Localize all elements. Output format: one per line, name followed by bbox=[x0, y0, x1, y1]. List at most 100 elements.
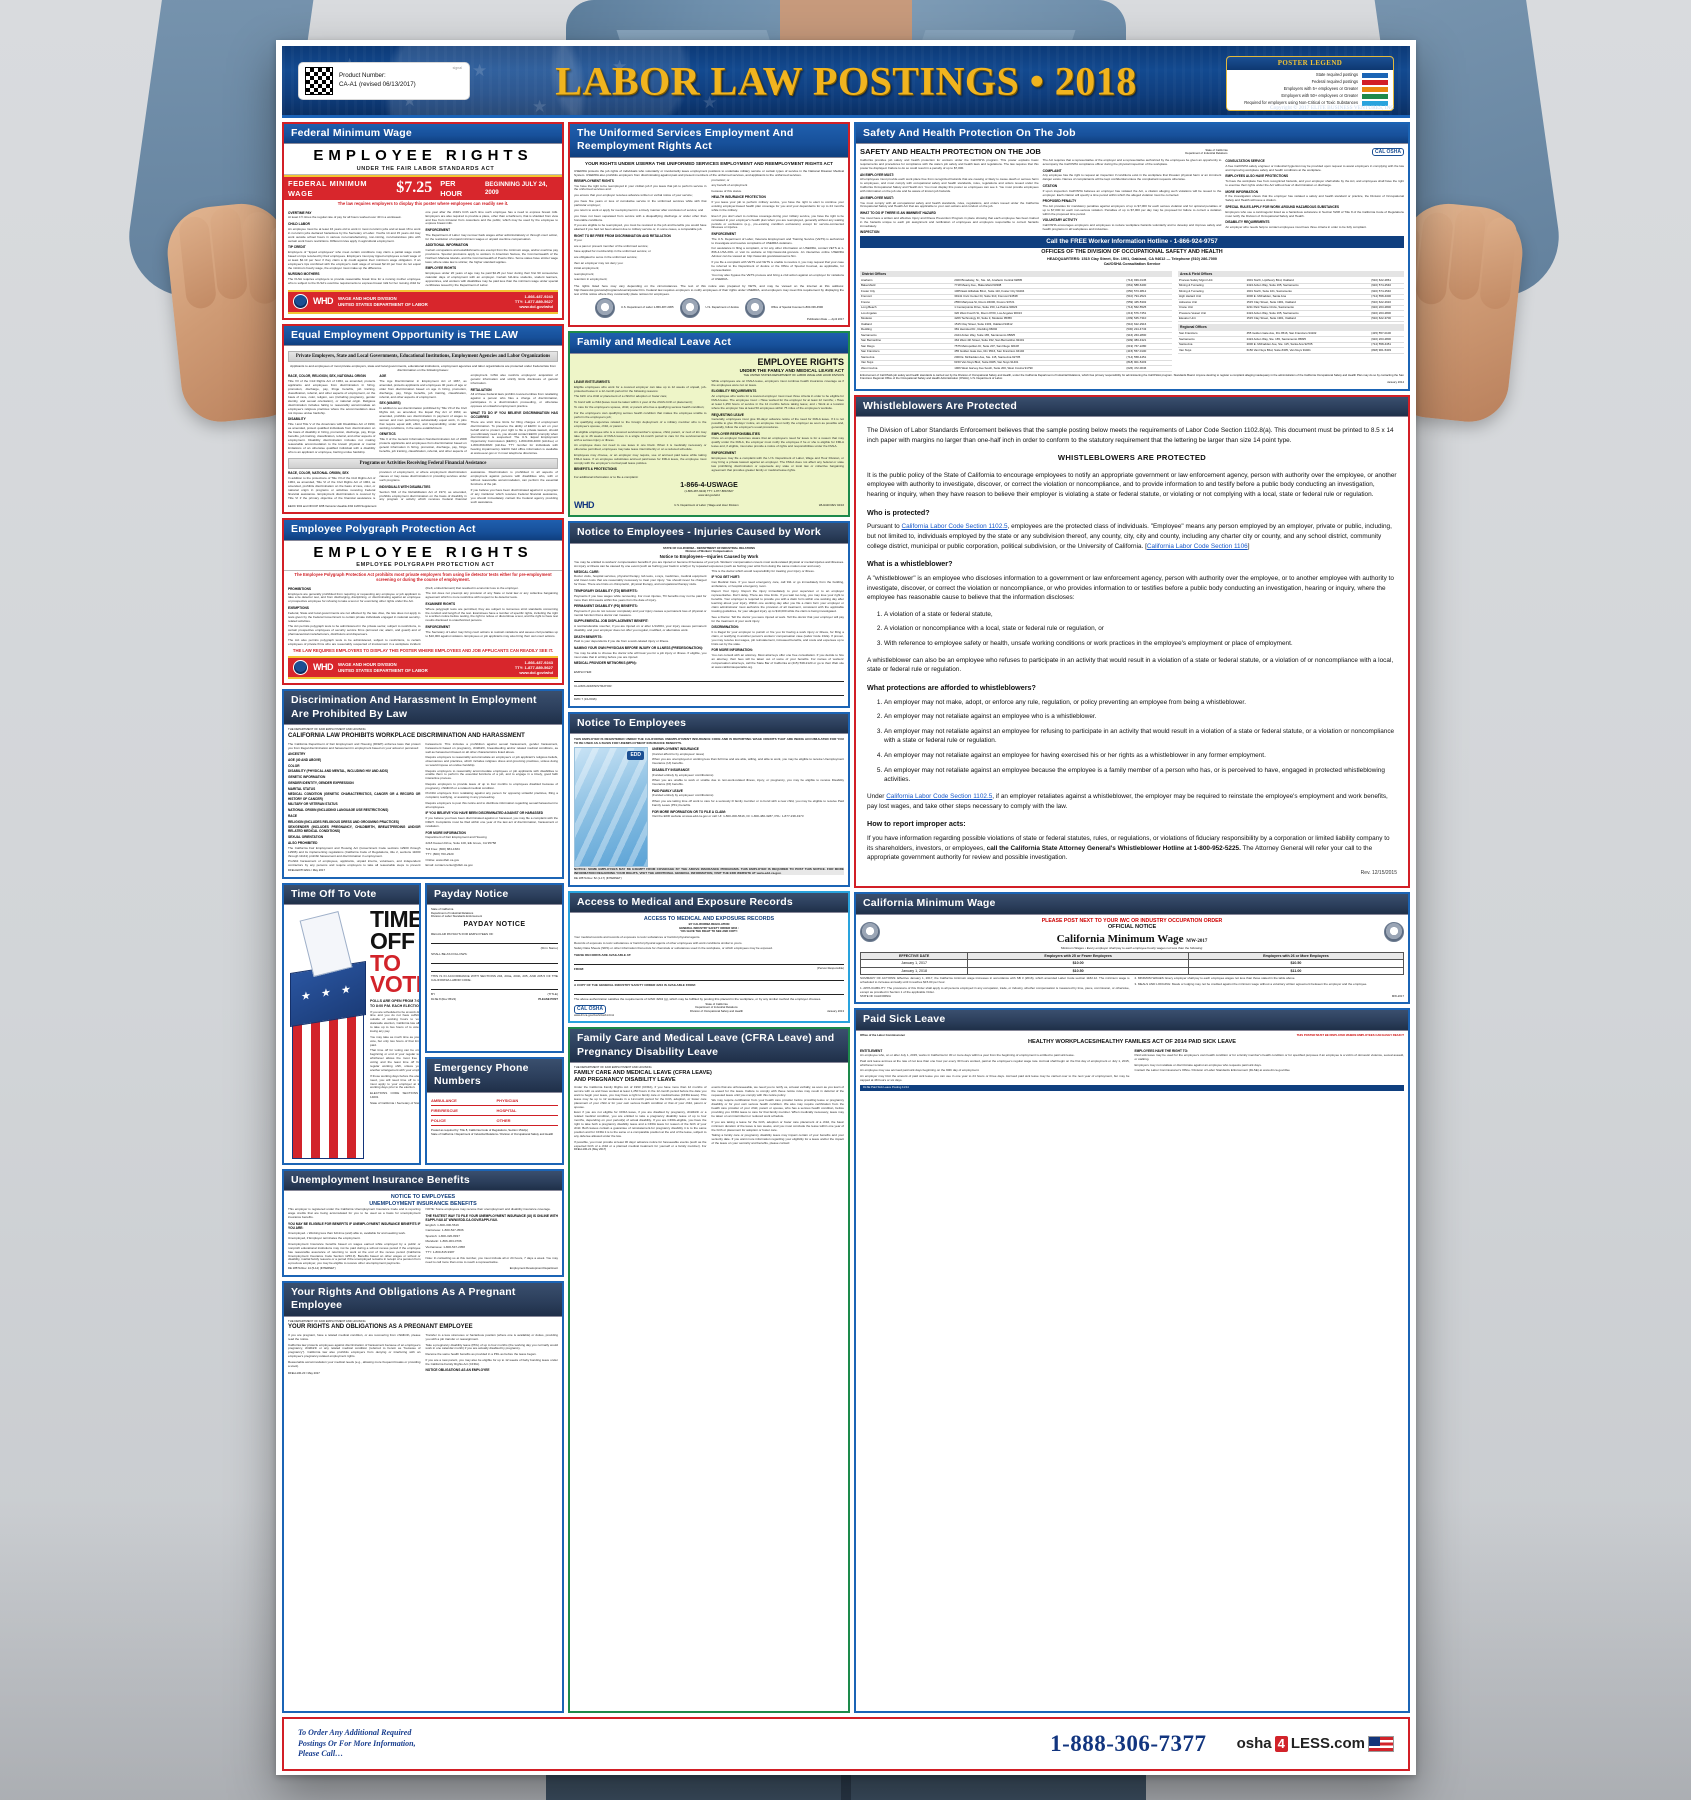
eeo-h: GENETICS bbox=[379, 432, 396, 437]
userra-t: because of this status. bbox=[711, 188, 742, 193]
contact-line[interactable]: Email: contact.center@dfeh.ca.gov bbox=[425, 863, 473, 868]
fmla-t: Employees may file a complaint with the … bbox=[711, 455, 845, 472]
mar-bullet: Your medical records and records of expo… bbox=[574, 934, 701, 939]
posting-emergency-phone-numbers: Emergency Phone Numbers AMBULANCE PHYSICI… bbox=[425, 1056, 564, 1165]
injuries-code: DWC 7 (1/1/2016) bbox=[574, 697, 597, 702]
ui-intro: This employer is registered under the Ca… bbox=[288, 1207, 421, 1220]
ui-contact: TTY: 1-800-815-9387 bbox=[425, 1250, 455, 1255]
agency-phone: 1-866-487-9243 bbox=[524, 659, 553, 665]
safety-intro: California provides job safety and healt… bbox=[860, 158, 1039, 171]
posting-fmla: Family and Medical Leave Act EMPLOYEE RI… bbox=[568, 331, 850, 518]
pregnant-title: YOUR RIGHTS AND OBLIGATIONS AS A PREGNAN… bbox=[288, 1324, 473, 1331]
posting-header: Time Off To Vote bbox=[284, 884, 420, 905]
dol-seal-icon bbox=[594, 297, 615, 318]
mar-agency2: Department of Industrial Relations bbox=[695, 1005, 738, 1010]
ui-contact: Mandarin: 1-866-303-0706 bbox=[425, 1239, 462, 1244]
polygraph-redline: The Employee Polygraph Protection Act pr… bbox=[294, 572, 552, 583]
table-row: San Francisco 455 Golden Gate Ave, Rm 951… bbox=[860, 349, 1173, 356]
userra-li: you ensure that your employer receives a… bbox=[574, 193, 693, 198]
fmw-text-columns: OVERTIME PAY At least 1½ times the regul… bbox=[288, 210, 558, 288]
posting-header: Payday Notice bbox=[427, 884, 562, 905]
osha4less-logo[interactable]: osha 4 LESS.com bbox=[1237, 1734, 1394, 1753]
payday-field: REGULAR PAYDAYS FOR EMPLOYEES OF bbox=[431, 931, 494, 936]
injuries-title: Notice to Employees—Injuries Caused by W… bbox=[659, 553, 759, 559]
copyright-text: Copyright © 2017 ELITE BUSINESS VENTURES… bbox=[1270, 105, 1394, 112]
cfra-p: Even if you are not eligible for CFRA le… bbox=[574, 1110, 707, 1139]
userra-li: any benefit of employment bbox=[711, 183, 748, 188]
payday-line[interactable] bbox=[431, 966, 558, 972]
userra-agency: U.S. Department of Justice bbox=[705, 304, 739, 309]
agency-web[interactable]: www.dol.gov/whd bbox=[519, 670, 553, 676]
payday-title-field: (TITLE) bbox=[547, 991, 558, 996]
eeo-t: There are strict time limits for filing … bbox=[470, 419, 558, 456]
inj-t: A nontransferable voucher, if you are in… bbox=[574, 624, 707, 633]
fmla-t: Generally, employees must give 30-days' … bbox=[711, 417, 845, 430]
wb-link-1106[interactable]: California Labor Code Section 1106 bbox=[1146, 542, 1248, 550]
cfra-p: If you are taking a leave for the birth,… bbox=[711, 1119, 845, 1132]
mar-web[interactable]: www.dir.ca.gov/dosh/dosh1.html bbox=[574, 1012, 614, 1017]
legend-swatch-federal bbox=[1362, 79, 1388, 85]
posting-california-minimum-wage: California Minimum Wage PLEASE POST NEXT… bbox=[854, 892, 1410, 1005]
table-row: Foster City 1065 East Hillsdale Blvd., Su… bbox=[860, 288, 1173, 295]
injuries-div: Division of Workers' Compensation bbox=[685, 549, 733, 554]
vote-p: That time off for voting can be only at … bbox=[370, 1048, 421, 1073]
dol-agency-bar: WHD WAGE AND HOUR DIVISION UNITED STATES… bbox=[288, 655, 558, 680]
userra-li: you have not been separated from service… bbox=[574, 213, 707, 222]
fmla-h: ENFORCEMENT bbox=[711, 450, 737, 455]
safety-t: Employers who use a carcinogenic listed … bbox=[1225, 209, 1404, 218]
polygraph-columns: PROHIBITIONS Employers are generally pro… bbox=[288, 586, 558, 647]
worker-hotline-bar[interactable]: Call the FREE Worker Information Hotline… bbox=[860, 236, 1404, 249]
mar-line[interactable] bbox=[574, 959, 844, 965]
fmla-t: Employees may choose, or an employer may… bbox=[574, 452, 707, 465]
employee-rights-bar: EMPLOYEE RIGHTS UNDER THE FAIR LABOR STA… bbox=[284, 144, 562, 175]
edd-prog-h: Disability Insurance bbox=[652, 767, 690, 772]
vote-payday-row: Time Off To Vote ★★★ TIME OFF TO VOTE PO… bbox=[282, 882, 564, 1165]
wb-p1: It is the public policy of the State of … bbox=[867, 471, 1397, 498]
wb-report-p: If you have information regarding possib… bbox=[867, 834, 1390, 852]
mar-line[interactable] bbox=[574, 989, 844, 995]
injuries-intro: You may be entitled to workers' compensa… bbox=[574, 559, 844, 568]
payday-line[interactable] bbox=[431, 958, 558, 964]
agency-web[interactable]: www.dol.gov/whd bbox=[519, 304, 553, 310]
posting-equal-employment-opportunity: Equal Employment Opportunity is THE LAW … bbox=[282, 323, 564, 515]
mar-line[interactable] bbox=[574, 975, 844, 981]
table-row: Fremont 39141 Civic Center Dr, Suite 310,… bbox=[860, 294, 1173, 301]
contact-dept: Department of Fair Employment and Housin… bbox=[425, 835, 487, 840]
eeo-t: Title II of the Genetic Information Nond… bbox=[379, 373, 558, 453]
labor-law-poster: ★ ★ ★ ★ ★ ★ Product Number: CA-A1 (revis… bbox=[276, 40, 1416, 1775]
psl-contact[interactable]: Contact the Labor Commissioner's Office … bbox=[1134, 1068, 1290, 1073]
discrim-p: Require employers to provide leave of up… bbox=[425, 781, 559, 790]
emg-label: OTHER bbox=[496, 1118, 511, 1124]
posting-header: Safety And Health Protection On The Job bbox=[856, 124, 1408, 145]
payday-line[interactable] bbox=[431, 938, 558, 944]
order-phone-number[interactable]: 1-888-306-7377 bbox=[1050, 1731, 1207, 1757]
mar-sub1: BY CALIFORNIA REGULATION bbox=[688, 922, 730, 927]
inj-t: Paid to your dependents if you die from … bbox=[574, 639, 670, 644]
psl-ent-h: Entitlement bbox=[860, 1048, 883, 1053]
ui-bullet: Unemployed, if Employer terminates the e… bbox=[288, 1236, 361, 1241]
vote-p: If you are scheduled to be at work durin… bbox=[370, 1009, 422, 1034]
fmla-li: For the employee's own qualifying seriou… bbox=[574, 410, 707, 419]
wb-link-1102-5[interactable]: California Labor Code Section 1102.5 bbox=[901, 523, 1008, 531]
wb-who-pre: Pursuant to bbox=[867, 523, 902, 531]
eeo-h: RACE, COLOR, NATIONAL ORIGIN, SEX bbox=[288, 471, 349, 476]
edd-badge: EDD bbox=[627, 751, 644, 760]
wb-what-h: What is a whistleblower? bbox=[867, 559, 953, 569]
wage-amount: $7.25 bbox=[396, 179, 433, 197]
inj-li: See a Doctor. Tell the doctor you were i… bbox=[711, 614, 845, 623]
injuries-employer-line[interactable] bbox=[574, 676, 844, 682]
emg-label: PHYSICIAN bbox=[496, 1097, 519, 1103]
eeo-t: Title VII of the Civil Rights Act of 196… bbox=[288, 378, 376, 415]
injuries-state: STATE OF CALIFORNIA - DEPARTMENT OF INDU… bbox=[662, 545, 756, 550]
wb-link-1102-5b[interactable]: California Labor Code Section 1102.5 bbox=[886, 792, 993, 800]
cmw-note: Minimum Wages • Every employer shall pay… bbox=[1061, 945, 1203, 950]
contact-line[interactable]: Online: www.dfeh.ca.gov bbox=[425, 857, 460, 862]
payday-line[interactable] bbox=[431, 984, 558, 990]
fmla-web[interactable]: www.dol.gov/whd bbox=[698, 493, 720, 498]
mar-from-h: FROM: bbox=[574, 966, 585, 971]
injuries-claims-line[interactable] bbox=[574, 690, 844, 697]
column-right: Safety And Health Protection On The Job … bbox=[854, 122, 1410, 1713]
safety-h: PROPOSED PENALTY bbox=[1042, 199, 1077, 204]
payday-firmname: (Firm Name) bbox=[540, 945, 558, 950]
offices-title: OFFICES OF THE DIVISION OF OCCUPATIONAL … bbox=[1041, 249, 1223, 256]
